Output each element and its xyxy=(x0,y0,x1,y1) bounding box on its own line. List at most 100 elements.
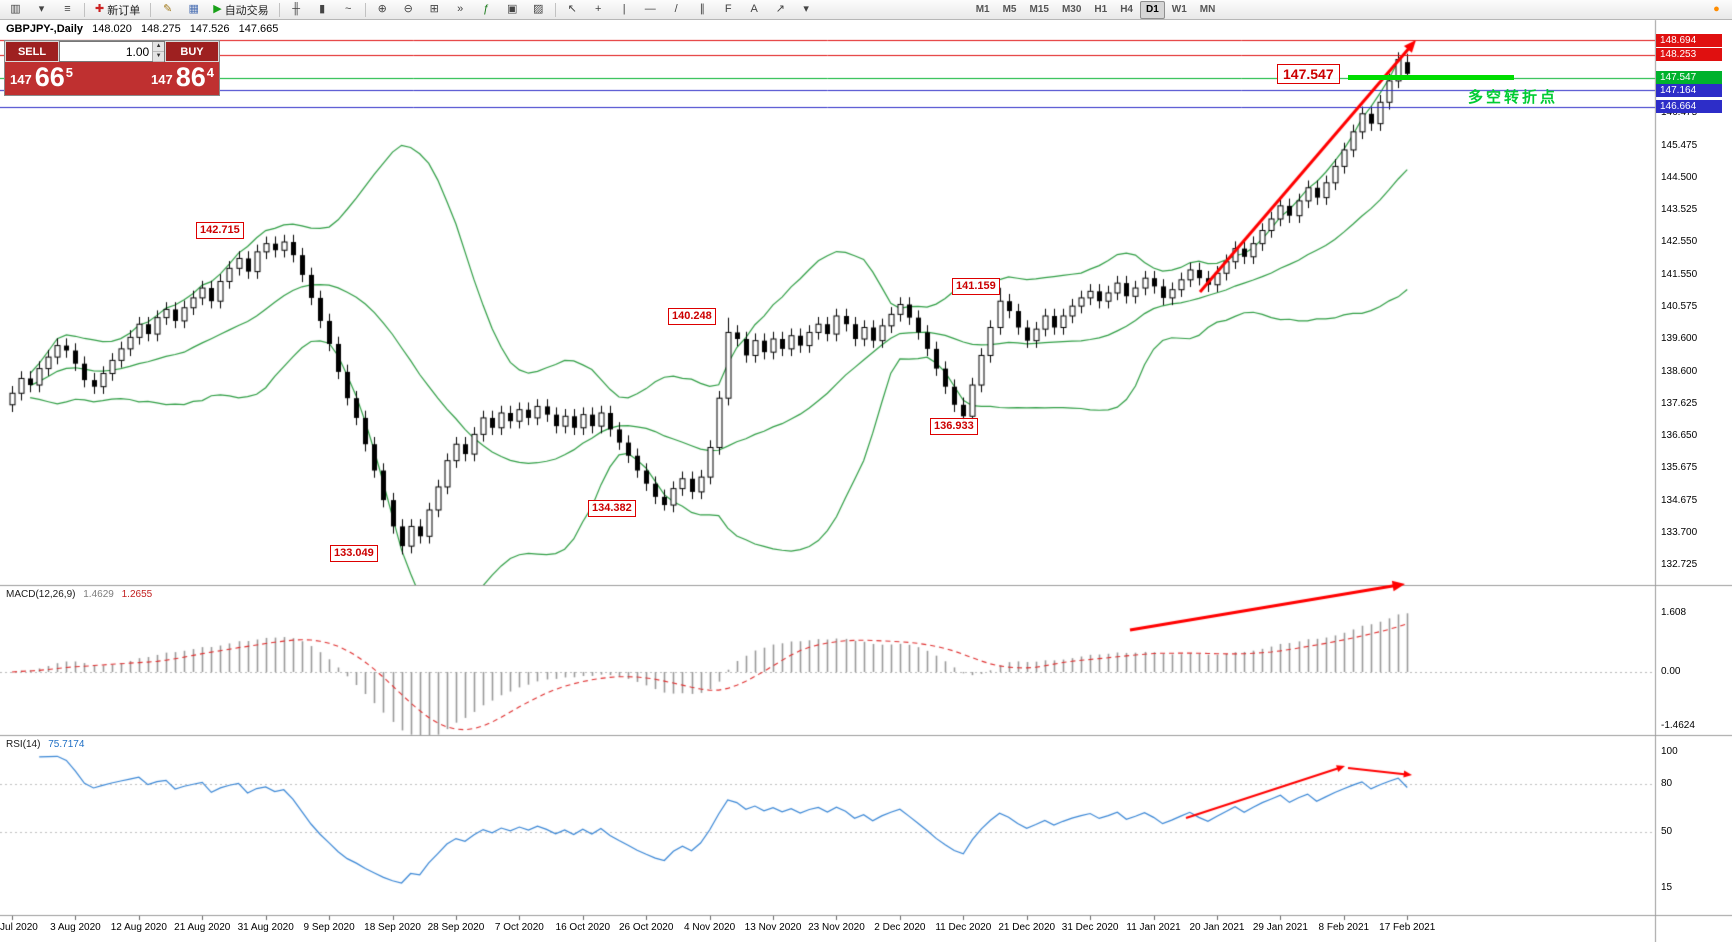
price-axis[interactable]: 146.475145.475144.500143.525142.550141.5… xyxy=(1655,20,1732,942)
bar-chart-icon[interactable]: ╫ xyxy=(284,0,309,19)
channel-icon: ∥ xyxy=(699,3,705,15)
horizontal-line-icon[interactable]: — xyxy=(638,0,663,19)
volume-input[interactable] xyxy=(60,42,153,61)
new-order-button-label: 新订单 xyxy=(107,4,141,17)
buy-button[interactable]: BUY xyxy=(165,41,219,62)
crosshair-icon[interactable]: + xyxy=(586,0,611,19)
timeframe-h4-button[interactable]: H4 xyxy=(1120,3,1133,15)
toolbar-separator xyxy=(278,2,280,17)
new-chart-icon[interactable]: ▥ xyxy=(3,0,28,19)
time-axis-label: 11 Dec 2020 xyxy=(935,922,992,933)
crosshair-icon: + xyxy=(594,3,602,15)
candlestick-chart-icon: ▮ xyxy=(319,3,326,15)
timeframe-m15-button[interactable]: M15 xyxy=(1029,3,1049,15)
timeframe-h1-button[interactable]: H1 xyxy=(1094,3,1108,15)
price-axis-label: 141.550 xyxy=(1661,268,1698,280)
time-axis-label: 13 Nov 2020 xyxy=(744,922,802,933)
price-axis-label: 139.600 xyxy=(1661,333,1698,344)
notification-icon[interactable]: ● xyxy=(1704,0,1729,19)
new-order-button[interactable]: ✚ 新订单 xyxy=(89,0,146,19)
price-axis-label: 143.525 xyxy=(1661,203,1698,215)
line-chart-icon[interactable]: ~ xyxy=(336,0,361,19)
rsi-axis-label: 50 xyxy=(1661,826,1673,837)
sell-price-prefix: 147 xyxy=(10,72,32,87)
macd-axis-label: -1.4624 xyxy=(1661,720,1695,732)
sell-price[interactable]: 147 66 5 xyxy=(10,63,73,91)
trade-prices-row: 147 66 5 147 86 4 xyxy=(5,62,219,95)
periods-icon[interactable]: ▣ xyxy=(500,0,525,19)
tile-windows-icon[interactable]: ⊞ xyxy=(422,0,447,19)
auto-scroll-icon[interactable]: » xyxy=(448,0,473,19)
chart-symbol-label: GBPJPY-,Daily xyxy=(6,23,84,35)
price-axis-label: 144.500 xyxy=(1661,171,1698,183)
time-axis-label: 7 Oct 2020 xyxy=(494,922,544,933)
time-axis-label: 8 Feb 2021 xyxy=(1318,922,1370,933)
trade-controls-row: SELL ▲ ▼ BUY xyxy=(5,41,219,62)
price-level-box: 148.694 xyxy=(1656,33,1722,47)
horizontal-line-icon: — xyxy=(644,3,656,15)
zoom-out-icon: ⊖ xyxy=(403,3,413,15)
templates-icon[interactable]: ▨ xyxy=(526,0,551,19)
time-axis-label: 9 Sep 2020 xyxy=(303,922,355,933)
autotrading-button[interactable]: ▶ 自动交易 xyxy=(207,0,274,19)
cursor-icon: ↖ xyxy=(567,3,577,15)
notification-icon: ● xyxy=(1713,3,1720,15)
timeframe-m1-button[interactable]: M1 xyxy=(975,3,990,15)
vertical-line-icon[interactable]: | xyxy=(612,0,637,19)
chart-close-value: 147.665 xyxy=(238,23,279,35)
autotrading-button-label: 自动交易 xyxy=(224,4,269,17)
line-chart-icon: ~ xyxy=(344,3,352,15)
zoom-in-icon[interactable]: ⊕ xyxy=(370,0,395,19)
toolbar-separator xyxy=(150,2,152,17)
time-axis-label: 24 Jul 2020 xyxy=(0,922,38,933)
time-axis-label: 12 Aug 2020 xyxy=(110,922,167,933)
trendline-icon[interactable]: / xyxy=(664,0,689,19)
macd-name: MACD(12,26,9) xyxy=(6,589,76,600)
cursor-icon[interactable]: ↖ xyxy=(560,0,585,19)
market-watch-icon[interactable]: ≡ xyxy=(55,0,80,19)
arrows-icon[interactable]: ↗ xyxy=(768,0,793,19)
channel-icon[interactable]: ∥ xyxy=(690,0,715,19)
rsi-axis-label: 80 xyxy=(1661,778,1673,789)
time-axis[interactable]: 24 Jul 2020 3 Aug 2020 12 Aug 2020 21 Aug 2… xyxy=(0,915,1655,942)
time-axis-label: 29 Jan 2021 xyxy=(1252,922,1308,933)
price-axis-label: 137.625 xyxy=(1661,397,1698,409)
chart-profiles-icon[interactable]: ▾ xyxy=(29,0,54,19)
timeframe-m5-button[interactable]: M5 xyxy=(1002,3,1017,15)
vertical-line-icon: | xyxy=(622,3,626,15)
buy-price-prefix: 147 xyxy=(151,72,173,87)
text-icon[interactable]: A xyxy=(742,0,767,19)
macd-axis-label: 1.608 xyxy=(1661,606,1687,618)
candlestick-chart-icon[interactable]: ▮ xyxy=(310,0,335,19)
timeframe-w1-button[interactable]: W1 xyxy=(1171,3,1187,15)
autotrading-icon: ▶ xyxy=(213,3,222,15)
timeframe-mn-button[interactable]: MN xyxy=(1199,3,1216,15)
fibonacci-icon: F xyxy=(724,3,732,15)
price-axis-label: 133.700 xyxy=(1661,527,1698,538)
metaeditor-icon[interactable]: ✎ xyxy=(155,0,180,19)
rsi-name: RSI(14) xyxy=(6,739,41,750)
timeframe-d1-button[interactable]: D1 xyxy=(1140,0,1165,19)
time-axis-label: 3 Aug 2020 xyxy=(50,922,101,933)
buy-price[interactable]: 147 86 4 xyxy=(151,63,214,91)
toolbar-separator xyxy=(84,2,85,17)
toolbar: ▥ ▾ ≡ ✚ 新订单 ✎ ▦ ▶ 自动交易 ╫ ▮ ~ ⊕ ⊖ ⊞» ƒ ▣ ▨ ↖ + | — / ∥ F A ↗ ▾ M1 M5 M1… xyxy=(0,0,1732,20)
timeframe-toolbar: M1 M5 M15 M30 H1 H4 D1 W1 MN xyxy=(970,0,1222,19)
price-axis-label: 135.675 xyxy=(1661,462,1698,474)
fibonacci-icon[interactable]: F xyxy=(716,0,741,19)
strategy-tester-icon: ▦ xyxy=(188,3,199,15)
sell-button[interactable]: SELL xyxy=(5,41,59,62)
trendline-icon: / xyxy=(674,3,678,15)
timeframe-m30-button[interactable]: M30 xyxy=(1061,3,1082,15)
shapes-icon[interactable]: ▾ xyxy=(794,0,819,19)
price-level-box: 148.253 xyxy=(1656,48,1722,61)
strategy-tester-icon[interactable]: ▦ xyxy=(181,0,206,19)
price-axis-label: 142.550 xyxy=(1661,236,1698,247)
price-axis-label: 145.475 xyxy=(1661,139,1698,151)
zoom-out-icon[interactable]: ⊖ xyxy=(396,0,421,19)
text-icon: A xyxy=(750,3,758,15)
volume-increase-button[interactable]: ▲ xyxy=(153,42,164,52)
volume-decrease-button[interactable]: ▼ xyxy=(153,52,164,62)
indicators-icon[interactable]: ƒ xyxy=(474,0,499,19)
